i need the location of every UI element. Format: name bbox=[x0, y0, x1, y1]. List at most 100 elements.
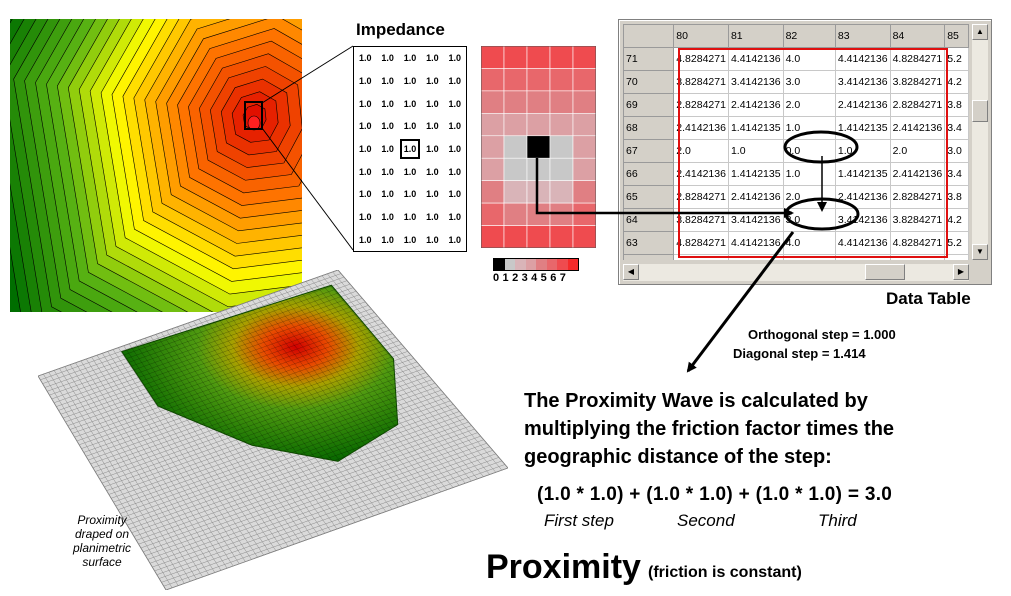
scroll-right-button[interactable]: ▶ bbox=[953, 264, 969, 280]
table-cell[interactable]: 2.4142136 bbox=[834, 93, 891, 117]
table-cell[interactable]: 1.0 bbox=[782, 116, 836, 140]
row-header[interactable]: 64 bbox=[623, 208, 675, 232]
table-cell[interactable]: 3.4142136 bbox=[834, 208, 891, 232]
table-cell[interactable]: 4.2 bbox=[944, 70, 969, 94]
table-cell[interactable]: 4.4142136 bbox=[727, 231, 784, 255]
table-cell[interactable]: 3.0 bbox=[782, 208, 836, 232]
table-cell[interactable]: 5.8284271 bbox=[889, 254, 946, 260]
table-cell[interactable]: 5.4142136 bbox=[727, 254, 784, 260]
proximity-grid-cell bbox=[481, 225, 505, 248]
table-cell[interactable]: 1.4142135 bbox=[834, 162, 891, 186]
horizontal-scrollbar[interactable]: ◀ ▶ bbox=[623, 264, 969, 281]
column-header[interactable]: 83 bbox=[834, 24, 891, 48]
legend-swatch bbox=[546, 259, 557, 270]
table-cell[interactable]: 3.4142136 bbox=[727, 70, 784, 94]
table-cell[interactable]: 2.4142136 bbox=[727, 93, 784, 117]
table-cell[interactable]: 1.4142135 bbox=[834, 116, 891, 140]
table-cell[interactable]: 1.0 bbox=[782, 162, 836, 186]
table-cell[interactable]: 2.4142136 bbox=[673, 116, 729, 140]
table-cell[interactable]: 2.0 bbox=[782, 93, 836, 117]
column-header[interactable]: 84 bbox=[889, 24, 946, 48]
table-cell[interactable]: 4.8284271 bbox=[673, 231, 729, 255]
column-header[interactable]: 85 bbox=[944, 24, 969, 48]
table-cell[interactable]: 3.8284271 bbox=[889, 70, 946, 94]
column-header[interactable]: 81 bbox=[727, 24, 784, 48]
table-cell[interactable]: 2.8284271 bbox=[889, 185, 946, 209]
table-cell[interactable]: 2.0 bbox=[673, 139, 729, 163]
vertical-scrollbar[interactable]: ▲ ▼ bbox=[972, 24, 988, 260]
table-cell[interactable]: 2.8284271 bbox=[673, 93, 729, 117]
table-cell[interactable]: 3.8284271 bbox=[673, 208, 729, 232]
table-cell[interactable]: 6.2 bbox=[944, 254, 969, 260]
table-cell[interactable]: 3.4 bbox=[944, 116, 969, 140]
impedance-cell: 1.0 bbox=[403, 166, 417, 177]
table-cell[interactable]: 5.8284271 bbox=[673, 254, 729, 260]
table-cell[interactable]: 2.0 bbox=[782, 185, 836, 209]
row-header[interactable]: 65 bbox=[623, 185, 675, 209]
table-cell[interactable]: 3.8 bbox=[944, 185, 969, 209]
proximity-title: Proximity bbox=[486, 548, 641, 586]
table-cell[interactable]: 3.8 bbox=[944, 93, 969, 117]
column-header[interactable]: 82 bbox=[782, 24, 836, 48]
table-cell[interactable]: 2.4142136 bbox=[889, 162, 946, 186]
row-header[interactable]: 66 bbox=[623, 162, 675, 186]
horizontal-scroll-thumb[interactable] bbox=[865, 264, 905, 280]
table-cell[interactable]: 4.0 bbox=[782, 47, 836, 71]
row-header[interactable]: 67 bbox=[623, 139, 675, 163]
table-cell[interactable]: 3.8284271 bbox=[889, 208, 946, 232]
table-cell[interactable]: 2.8284271 bbox=[673, 185, 729, 209]
table-cell[interactable]: 4.0 bbox=[782, 231, 836, 255]
table-cell[interactable]: 4.2 bbox=[944, 208, 969, 232]
table-cell[interactable]: 4.8284271 bbox=[889, 47, 946, 71]
table-row: 63 4.8284271 4.4142136 4.0 4.4142136 4.828427… bbox=[623, 231, 969, 255]
caption-line-4: surface bbox=[82, 555, 122, 569]
table-cell[interactable]: 5.2 bbox=[944, 47, 969, 71]
table-cell[interactable]: 3.4 bbox=[944, 162, 969, 186]
table-cell[interactable]: 3.4142136 bbox=[727, 208, 784, 232]
orthogonal-step-label: Orthogonal step = 1.000 bbox=[748, 327, 896, 342]
impedance-cell: 1.0 bbox=[448, 211, 462, 222]
row-header[interactable]: 63 bbox=[623, 231, 675, 255]
table-cell[interactable]: 1.4142135 bbox=[727, 162, 784, 186]
table-cell[interactable]: 4.4142136 bbox=[727, 47, 784, 71]
table-cell[interactable]: 1.0 bbox=[834, 139, 891, 163]
table-cell[interactable]: 2.8284271 bbox=[889, 93, 946, 117]
scroll-left-button[interactable]: ◀ bbox=[623, 264, 639, 280]
impedance-cell: 1.0 bbox=[448, 166, 462, 177]
scroll-up-button[interactable]: ▲ bbox=[972, 24, 988, 40]
legend-swatch bbox=[557, 259, 568, 270]
row-header[interactable]: 68 bbox=[623, 116, 675, 140]
row-header[interactable]: 62 bbox=[623, 254, 675, 260]
table-cell[interactable]: 4.4142136 bbox=[834, 47, 891, 71]
table-cell[interactable]: 0.0 bbox=[782, 139, 836, 163]
table-cell[interactable]: 2.4142136 bbox=[834, 185, 891, 209]
table-cell[interactable]: 2.0 bbox=[889, 139, 946, 163]
table-cell[interactable]: 1.4142135 bbox=[727, 116, 784, 140]
row-header[interactable]: 70 bbox=[623, 70, 675, 94]
row-header[interactable]: 71 bbox=[623, 47, 675, 71]
data-table-grid[interactable]: 80 81 82 83 84 85 71 4.8284271 4.4142136 4.0 4.414… bbox=[623, 24, 969, 260]
table-cell[interactable]: 2.4142136 bbox=[889, 116, 946, 140]
table-cell[interactable]: 5.0 bbox=[782, 254, 836, 260]
table-cell[interactable]: 5.4142136 bbox=[834, 254, 891, 260]
table-cell[interactable]: 4.8284271 bbox=[673, 47, 729, 71]
table-cell[interactable]: 4.8284271 bbox=[889, 231, 946, 255]
column-header[interactable]: 80 bbox=[673, 24, 729, 48]
table-cell[interactable]: 2.4142136 bbox=[727, 185, 784, 209]
table-cell[interactable]: 3.0 bbox=[782, 70, 836, 94]
impedance-cell: 1.0 bbox=[381, 189, 394, 200]
row-header[interactable]: 69 bbox=[623, 93, 675, 117]
surface-grid-line bbox=[124, 404, 454, 522]
table-cell[interactable]: 4.4142136 bbox=[834, 231, 891, 255]
proximity-grid-cell bbox=[503, 68, 528, 92]
vertical-scroll-thumb[interactable] bbox=[972, 100, 988, 122]
table-cell[interactable]: 5.2 bbox=[944, 231, 969, 255]
table-cell[interactable]: 3.0 bbox=[944, 139, 969, 163]
table-cell[interactable]: 3.4142136 bbox=[834, 70, 891, 94]
table-cell[interactable]: 3.8284271 bbox=[673, 70, 729, 94]
scroll-down-button[interactable]: ▼ bbox=[972, 244, 988, 260]
explanation-line-1: The Proximity Wave is calculated by bbox=[524, 390, 868, 412]
table-cell[interactable]: 2.4142136 bbox=[673, 162, 729, 186]
table-row: 66 2.4142136 1.4142135 1.0 1.4142135 2.414213… bbox=[623, 162, 969, 186]
table-cell[interactable]: 1.0 bbox=[727, 139, 784, 163]
